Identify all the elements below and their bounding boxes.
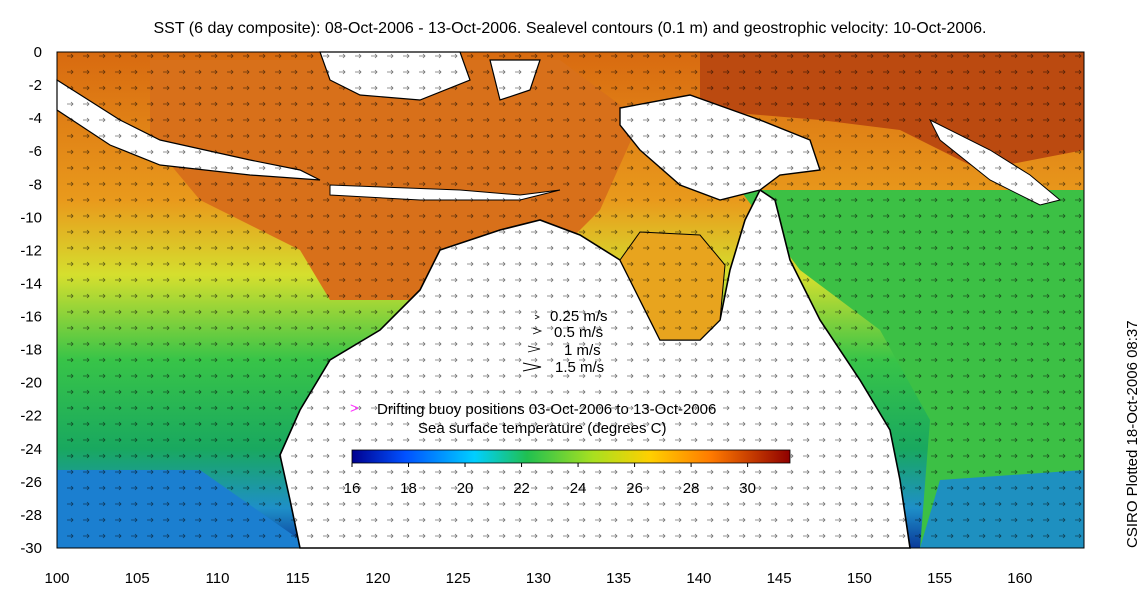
x-axis-ticks: 100 105 110 115 120 125 130 135 140 145 150 155 160 xyxy=(44,570,1032,587)
y-tick-label: -6 xyxy=(29,143,42,160)
x-tick-label: 115 xyxy=(286,570,310,587)
map-title: SST (6 day composite): 08-Oct-2006 - 13-… xyxy=(153,20,987,37)
colorbar-tick-label: 24 xyxy=(570,480,587,497)
colorbar-tick-label: 16 xyxy=(344,480,361,497)
y-tick-label: -14 xyxy=(20,275,42,292)
y-tick-label: -12 xyxy=(20,242,42,259)
velocity-label-0-5: 0.5 m/s xyxy=(554,324,604,341)
y-tick-label: -30 xyxy=(20,540,42,557)
x-tick-label: 155 xyxy=(927,570,952,587)
velocity-label-1: 1 m/s xyxy=(564,342,601,359)
arrow-0-5 xyxy=(532,327,543,335)
x-tick-label: 135 xyxy=(606,570,631,587)
y-tick-label: -10 xyxy=(20,209,42,226)
y-tick-label: -28 xyxy=(20,507,42,524)
x-tick-label: 130 xyxy=(526,570,551,587)
y-axis-ticks: 0 -2 -4 -6 -8 -10 -12 -14 -16 -18 -20 -22 -24 -26 -28 -… xyxy=(20,44,42,557)
colorbar-tick-label: 20 xyxy=(457,480,474,497)
y-tick-label: -16 xyxy=(20,309,42,326)
colorbar-title: Sea surface temperature (degrees C) xyxy=(418,420,667,437)
colorbar-tick-label: 30 xyxy=(739,480,756,497)
colorbar xyxy=(351,449,791,464)
x-tick-label: 120 xyxy=(365,570,390,587)
colorbar-tick-label: 18 xyxy=(400,480,417,497)
colorbar-tick-label: 22 xyxy=(513,480,530,497)
y-tick-label: -24 xyxy=(20,441,42,458)
buoy-marker: > xyxy=(350,400,359,417)
buoy-legend: Drifting buoy positions 03-Oct-2006 to 1… xyxy=(377,401,717,418)
colorbar-ticks: 16 18 20 22 24 26 28 30 xyxy=(344,463,756,497)
x-tick-label: 105 xyxy=(125,570,150,587)
y-tick-label: -8 xyxy=(29,176,42,193)
x-tick-label: 150 xyxy=(847,570,872,587)
y-tick-label: -22 xyxy=(20,408,42,425)
y-tick-label: 0 xyxy=(34,44,42,61)
credit-label: CSIRO Plotted 18-Oct-2006 08:37 xyxy=(1124,320,1140,548)
arrow-0-25 xyxy=(534,314,540,320)
x-tick-label: 145 xyxy=(767,570,792,587)
arrow-1-5 xyxy=(522,362,542,372)
velocity-label-1-5: 1.5 m/s xyxy=(555,359,605,376)
colorbar-tick-label: 28 xyxy=(683,480,700,497)
velocity-vectors xyxy=(57,52,1084,548)
y-tick-label: -4 xyxy=(29,110,42,127)
velocity-label-0-25: 0.25 m/s xyxy=(550,308,608,325)
y-tick-label: -2 xyxy=(29,77,42,94)
y-tick-label: -20 xyxy=(20,375,42,392)
plot-frame xyxy=(56,51,1085,549)
y-tick-label: -18 xyxy=(20,342,42,359)
x-tick-label: 110 xyxy=(206,570,230,587)
x-tick-label: 140 xyxy=(686,570,711,587)
x-tick-label: 160 xyxy=(1007,570,1032,587)
velocity-legend-arrows xyxy=(522,314,543,372)
x-tick-label: 100 xyxy=(44,570,69,587)
x-tick-label: 125 xyxy=(446,570,471,587)
y-tick-label: -26 xyxy=(20,474,42,491)
arrow-1 xyxy=(527,345,541,353)
colorbar-tick-label: 26 xyxy=(626,480,643,497)
